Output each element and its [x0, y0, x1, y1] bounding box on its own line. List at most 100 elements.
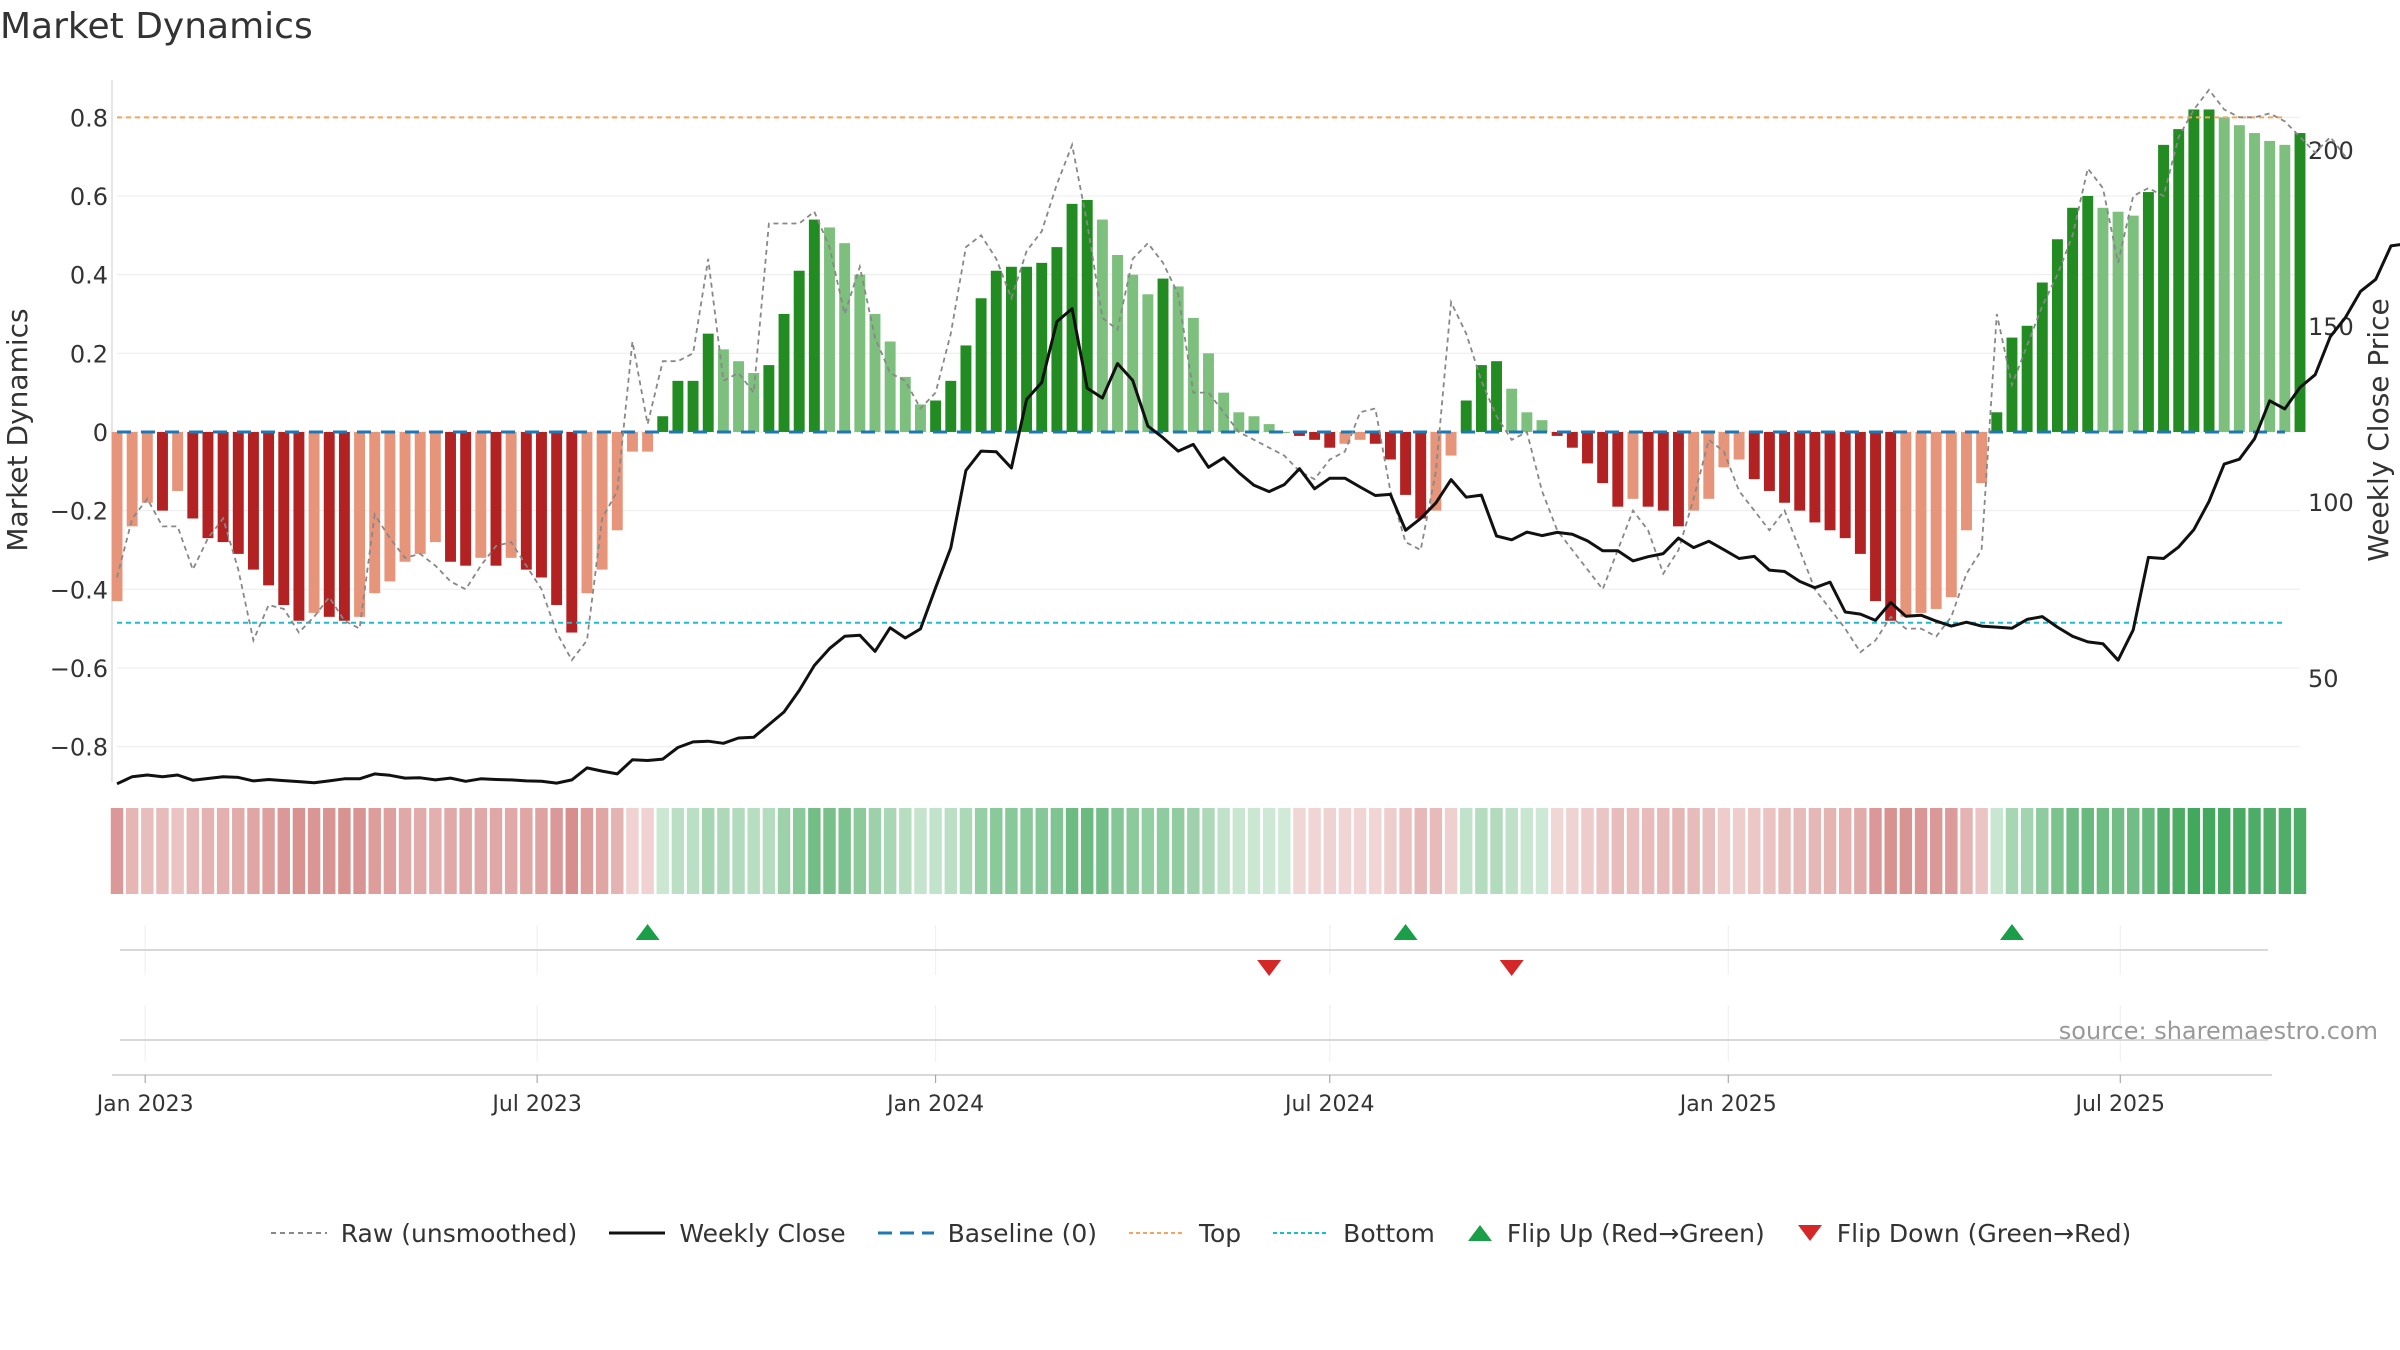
regime-strip-cell: [171, 808, 184, 894]
regime-strip-cell: [429, 808, 442, 894]
y-left-tick-label: −0.4: [50, 576, 108, 604]
regime-strip-cell: [626, 808, 639, 894]
momentum-bar: [1703, 431, 1715, 499]
momentum-bar: [2249, 133, 2260, 432]
momentum-bar: [1961, 431, 1972, 531]
legend-bottom-label: Bottom: [1343, 1218, 1435, 1248]
legend-raw: Raw (unsmoothed): [269, 1219, 577, 1248]
momentum-bar: [520, 431, 532, 570]
legend-flip-up: Flip Up (Red→Green): [1465, 1219, 1765, 1248]
momentum-bar: [2203, 109, 2215, 432]
momentum-bar: [1885, 431, 1897, 621]
momentum-bar: [854, 274, 866, 432]
regime-strip-cell: [1005, 808, 1018, 894]
momentum-bar: [1096, 219, 1108, 432]
regime-strip-cell: [1111, 808, 1124, 894]
momentum-bar: [414, 431, 426, 554]
momentum-bar: [2279, 144, 2291, 432]
momentum-bar: [1733, 431, 1745, 460]
y-left-axis-title: Market Dynamics: [1, 308, 34, 551]
momentum-bar: [126, 431, 138, 527]
momentum-bar: [1597, 431, 1609, 484]
regime-strip-cell: [1854, 808, 1867, 894]
momentum-bar: [1400, 431, 1412, 495]
momentum-bar: [1870, 431, 1881, 602]
regime-strip-cell: [1369, 808, 1382, 894]
flip-up-marker: [1393, 924, 1418, 940]
momentum-bar: [2188, 109, 2200, 432]
momentum-bar: [1672, 431, 1684, 527]
momentum-bar: [1930, 431, 1942, 609]
regime-strip-cell: [1202, 808, 1215, 894]
momentum-bar: [1218, 392, 1230, 432]
regime-strip-cell: [656, 808, 669, 894]
legend-close: Weekly Close: [607, 1219, 846, 1248]
momentum-bar: [915, 404, 926, 432]
momentum-bar: [1172, 286, 1184, 432]
regime-strip-cell: [808, 808, 821, 894]
regime-strip-cell: [550, 808, 563, 894]
momentum-bar: [1309, 431, 1321, 440]
momentum-bar: [1248, 416, 1260, 432]
momentum-bar: [1915, 431, 1927, 613]
regime-strip-cell: [201, 808, 215, 894]
regime-strip-cell: [2248, 808, 2261, 894]
regime-strip-cell: [1611, 808, 1625, 894]
regime-strip-cell: [1823, 808, 1837, 894]
momentum-bar: [1021, 266, 1033, 432]
regime-strip-cell: [489, 808, 503, 894]
legend-flip-down: Flip Down (Green→Red): [1795, 1219, 2131, 1248]
regime-strip-cell: [1141, 808, 1155, 894]
x-tick-label: Jul 2025: [2073, 1092, 2165, 1117]
momentum-bar: [263, 431, 275, 586]
regime-strip-cell: [1960, 808, 1973, 894]
regime-strip-cell: [747, 808, 760, 894]
regime-strip-cell: [1035, 808, 1048, 894]
regime-strip-cell: [959, 808, 973, 894]
momentum-bar: [2173, 129, 2185, 432]
momentum-bar: [1763, 431, 1775, 491]
regime-strip-cell: [1945, 808, 1958, 894]
momentum-bar: [2142, 192, 2154, 432]
regime-strip-cell: [1278, 808, 1291, 894]
momentum-bar: [945, 380, 957, 432]
regime-strip-cell: [1323, 808, 1336, 894]
momentum-bar: [2097, 207, 2109, 432]
y-left-tick-label: 0.4: [70, 262, 108, 290]
momentum-bar: [581, 431, 593, 594]
regime-strip-cell: [125, 808, 139, 894]
momentum-bar: [2233, 125, 2245, 432]
momentum-bar: [1839, 431, 1851, 539]
momentum-bar: [1854, 431, 1866, 554]
legend-baseline: Baseline (0): [876, 1219, 1097, 1248]
momentum-bar: [808, 219, 820, 432]
momentum-bar: [187, 431, 199, 519]
momentum-bar: [763, 365, 775, 432]
regime-strip-cell: [504, 808, 518, 894]
momentum-bar: [990, 270, 1002, 432]
regime-strip-cell: [2081, 808, 2094, 894]
momentum-bar: [1536, 420, 1548, 432]
momentum-bar: [1551, 431, 1563, 436]
momentum-bar: [1491, 361, 1502, 432]
regime-strip-cell: [838, 808, 851, 894]
momentum-bar: [717, 349, 729, 432]
momentum-bar: [1294, 431, 1305, 436]
regime-strip-cell: [853, 808, 867, 894]
momentum-bar: [733, 361, 745, 432]
regime-strip-cell: [338, 808, 351, 894]
momentum-bar: [2294, 133, 2306, 432]
momentum-bar: [399, 431, 411, 562]
regime-strip-cell: [398, 808, 412, 894]
regime-strip-cell: [1808, 808, 1822, 894]
source-credit: source: sharemaestro.com: [2059, 1017, 2378, 1045]
regime-strip-cell: [762, 808, 776, 894]
regime-strip-cell: [2157, 808, 2170, 894]
regime-strip-cell: [914, 808, 927, 894]
momentum-bar: [475, 431, 487, 558]
momentum-bar: [1991, 412, 2003, 432]
regime-strip-cell: [2051, 808, 2064, 894]
weekly-close-line: [116, 243, 2400, 786]
regime-strip-cell: [565, 808, 579, 894]
momentum-bar: [1794, 431, 1806, 511]
